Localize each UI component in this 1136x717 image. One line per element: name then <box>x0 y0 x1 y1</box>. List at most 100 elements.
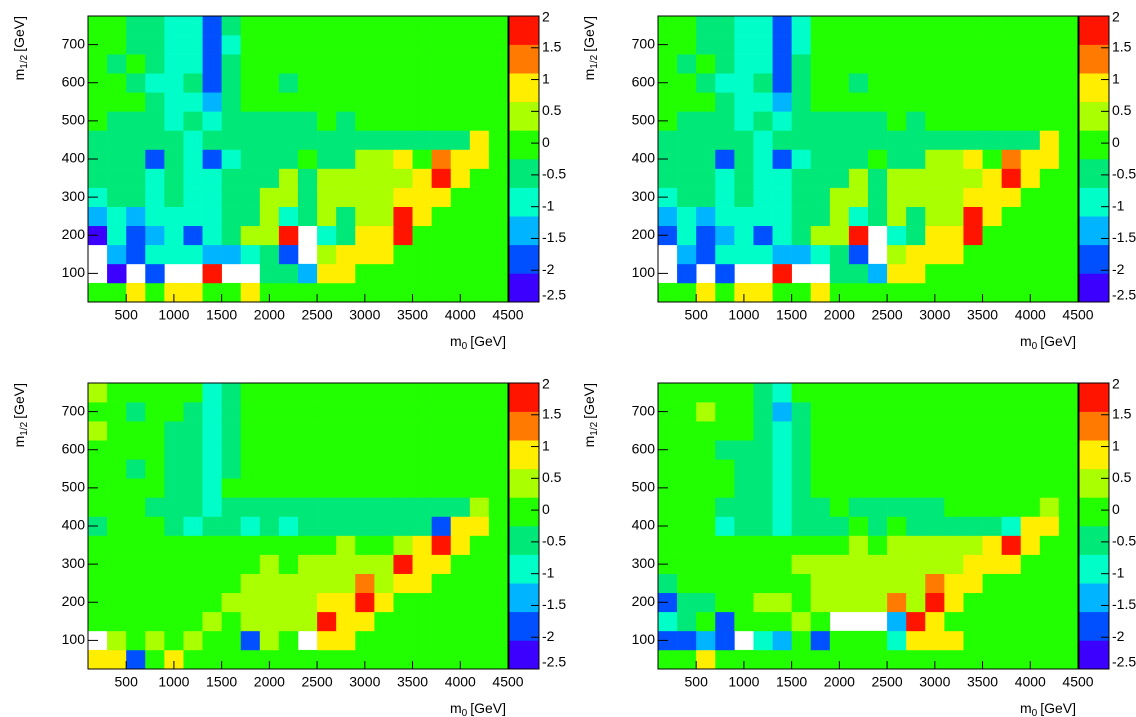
cell <box>183 149 203 169</box>
cell <box>982 111 1002 131</box>
cell <box>829 478 850 498</box>
cell <box>240 149 261 169</box>
cell <box>848 130 869 150</box>
cell <box>317 459 337 479</box>
cell <box>677 402 697 422</box>
cell <box>829 592 850 613</box>
cell <box>829 440 850 460</box>
x-tick-label: 2500 <box>302 674 333 690</box>
cell <box>202 440 222 460</box>
cell <box>982 478 1002 498</box>
cell <box>298 130 318 150</box>
cell <box>906 649 926 670</box>
cell <box>963 130 983 150</box>
cell <box>355 478 375 498</box>
cell <box>925 421 945 441</box>
cell <box>1039 402 1060 422</box>
cell <box>298 611 318 632</box>
label-sub: 1/2 <box>589 54 600 68</box>
y-tick-label: 100 <box>62 264 86 280</box>
cell <box>393 92 413 112</box>
cell <box>88 168 108 188</box>
cell <box>734 592 754 613</box>
panel: 500 1000 1500 2000 2500 3000 3500 4000 450010020… <box>11 9 567 352</box>
cell <box>696 187 716 207</box>
colorbar-tick-label: -0.5 <box>542 166 566 182</box>
cell <box>791 459 812 479</box>
cell <box>259 168 280 188</box>
cell <box>450 73 471 93</box>
cell <box>298 16 318 36</box>
cell <box>336 611 356 632</box>
panel: 500 1000 1500 2000 2500 3000 3500 4000 450010020… <box>11 376 567 717</box>
cell <box>393 630 413 651</box>
cell <box>829 16 850 36</box>
cell <box>336 149 356 169</box>
colorbar-tick-label: -1.5 <box>542 596 566 612</box>
cell <box>829 421 850 441</box>
cell <box>126 73 146 93</box>
cell <box>450 282 471 303</box>
cell <box>317 111 337 131</box>
cell <box>925 111 945 131</box>
cell <box>107 402 127 422</box>
cell <box>412 16 432 36</box>
cell <box>355 263 375 284</box>
cell <box>753 149 773 169</box>
cell <box>393 130 413 150</box>
cell <box>317 130 337 150</box>
cell <box>488 111 509 131</box>
cell <box>374 611 394 632</box>
cell <box>906 111 926 131</box>
cell <box>469 535 490 555</box>
cell <box>848 383 869 403</box>
colorbar-band <box>1079 411 1109 441</box>
cell <box>431 402 452 422</box>
colorbar-tick-label: 0.5 <box>1112 469 1132 485</box>
cell <box>677 592 697 613</box>
cell <box>1058 282 1079 303</box>
x-tick-label: 2000 <box>254 674 285 690</box>
cell <box>1039 554 1060 574</box>
cell <box>145 535 165 555</box>
colorbar-tick-label: 1 <box>542 70 550 86</box>
label-main: m <box>450 700 462 716</box>
cell <box>240 440 261 460</box>
cell <box>336 421 356 441</box>
cell <box>450 187 471 207</box>
cell <box>982 516 1002 536</box>
cell <box>278 35 299 55</box>
cell <box>982 402 1002 422</box>
cell <box>431 282 452 303</box>
cell <box>963 187 983 207</box>
cell <box>240 168 261 188</box>
cell <box>469 149 490 169</box>
cell <box>658 573 678 594</box>
cell <box>677 554 697 574</box>
cell <box>164 92 184 112</box>
cell <box>88 649 108 670</box>
cell <box>412 535 432 555</box>
cell <box>1058 168 1079 188</box>
colorbar-band <box>509 216 539 246</box>
cell <box>715 16 735 36</box>
cell <box>715 611 735 632</box>
cell <box>925 573 945 594</box>
cell <box>374 111 394 131</box>
cell <box>412 35 432 55</box>
cell <box>906 16 926 36</box>
cell <box>982 440 1002 460</box>
cell <box>887 554 907 574</box>
label-main: m <box>581 69 597 81</box>
cell <box>317 516 337 536</box>
cell <box>887 206 907 227</box>
cell <box>982 282 1002 303</box>
cell <box>469 554 490 574</box>
cell <box>658 497 678 517</box>
y-tick-label: 200 <box>62 593 86 609</box>
cell <box>374 402 394 422</box>
cell <box>278 573 299 594</box>
cell <box>164 54 184 74</box>
colorbar-tick-label: 0.5 <box>542 102 562 118</box>
cell <box>810 16 831 36</box>
